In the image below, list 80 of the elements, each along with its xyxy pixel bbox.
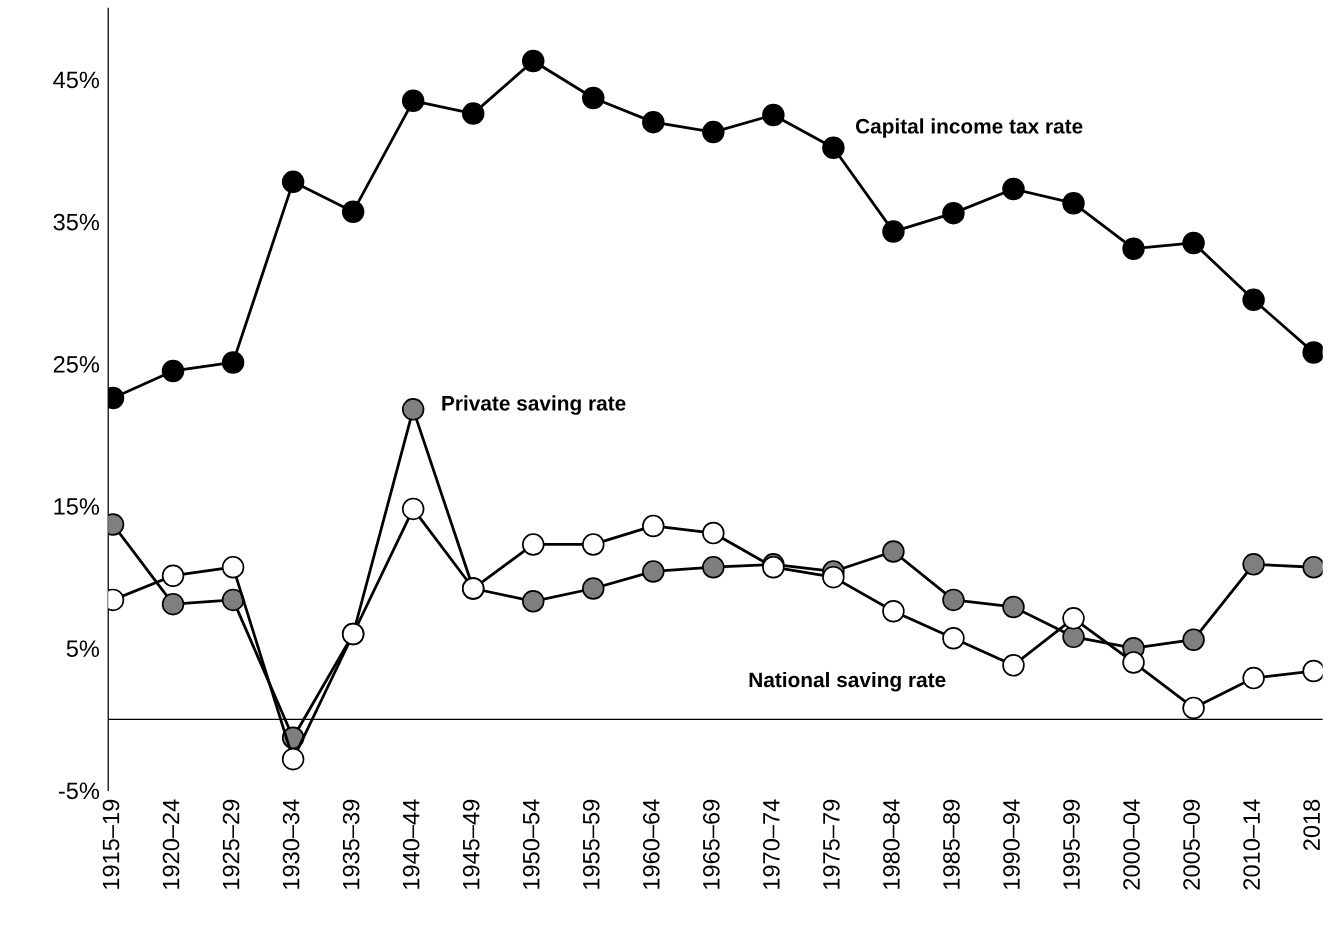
point: [702, 120, 725, 144]
annotation: Private saving rate: [442, 395, 626, 415]
point: [461, 102, 485, 125]
point: [1062, 191, 1085, 215]
y-tick-label: 35%: [53, 213, 100, 231]
point: [1002, 654, 1025, 677]
x-tick-label: 1935–39: [342, 799, 360, 889]
annotation: National saving rate: [749, 671, 946, 692]
point: [1122, 237, 1145, 260]
point: [702, 521, 725, 545]
point: [942, 627, 965, 650]
point: [582, 86, 605, 110]
point: [942, 588, 965, 612]
point: [882, 600, 905, 623]
point: [822, 136, 845, 159]
x-tick-label: 1915–19: [102, 799, 120, 889]
point: [401, 497, 425, 521]
y-tick-label: 5%: [66, 640, 100, 658]
x-tick-label: 2018: [1303, 799, 1320, 851]
point: [1182, 231, 1205, 255]
x-tick-label: 1925–29: [222, 799, 240, 889]
x-tick-label: 1965–69: [702, 799, 720, 889]
x-tick-label: 1950–54: [522, 799, 540, 889]
y-tick-label: 25%: [53, 355, 100, 373]
x-tick-label: 2000–04: [1123, 799, 1140, 890]
point: [882, 220, 905, 243]
y-tick-label: 45%: [53, 71, 100, 89]
point: [1242, 288, 1265, 312]
point: [341, 200, 365, 223]
point: [582, 533, 605, 556]
point: [521, 590, 545, 613]
point: [161, 359, 185, 383]
point: [582, 577, 605, 600]
y-tick-label: -5%: [58, 782, 100, 800]
point: [1062, 625, 1085, 649]
point: [1242, 666, 1265, 690]
point: [702, 555, 725, 579]
point: [221, 555, 245, 579]
x-tick-label: 1970–74: [762, 799, 780, 889]
point: [1062, 607, 1085, 630]
x-tick-label: 1975–79: [823, 799, 840, 889]
x-tick-label: 1985–89: [943, 799, 960, 889]
point: [1182, 696, 1205, 720]
x-tick-label: 1945–49: [462, 799, 480, 889]
point: [1122, 651, 1145, 674]
point: [401, 398, 425, 421]
point: [1182, 628, 1205, 651]
point: [281, 747, 305, 771]
annotation: Capital income tax rate: [855, 118, 1083, 138]
point: [1242, 553, 1265, 576]
point: [161, 564, 185, 587]
point: [1302, 555, 1323, 579]
point: [882, 540, 905, 563]
point: [642, 560, 665, 583]
point: [521, 49, 545, 73]
point: [281, 170, 305, 194]
point: [642, 514, 665, 538]
x-tick-label: 2010–14: [1243, 799, 1260, 890]
point: [762, 103, 785, 127]
point: [1002, 177, 1025, 201]
x-tick-label: 1990–94: [1003, 799, 1020, 889]
x-tick-label: 1920–24: [162, 799, 180, 889]
x-tick-label: 1960–64: [642, 799, 660, 889]
x-tick-label: 2005–09: [1183, 799, 1200, 890]
point: [161, 592, 185, 616]
x-tick-label: 1980–84: [883, 799, 900, 889]
point: [1002, 595, 1025, 619]
point: [942, 201, 965, 225]
x-tick-label: 1940–44: [402, 799, 420, 889]
point: [401, 89, 425, 113]
point: [221, 351, 245, 374]
point: [642, 110, 665, 134]
x-tick-label: 1955–59: [582, 799, 600, 889]
point: [822, 565, 845, 589]
y-tick-label: 15%: [54, 498, 100, 515]
point: [221, 588, 245, 612]
point: [521, 533, 545, 556]
x-tick-label: 1995–99: [1063, 799, 1080, 889]
point: [1302, 341, 1323, 364]
x-tick-label: 1930–34: [282, 799, 300, 889]
